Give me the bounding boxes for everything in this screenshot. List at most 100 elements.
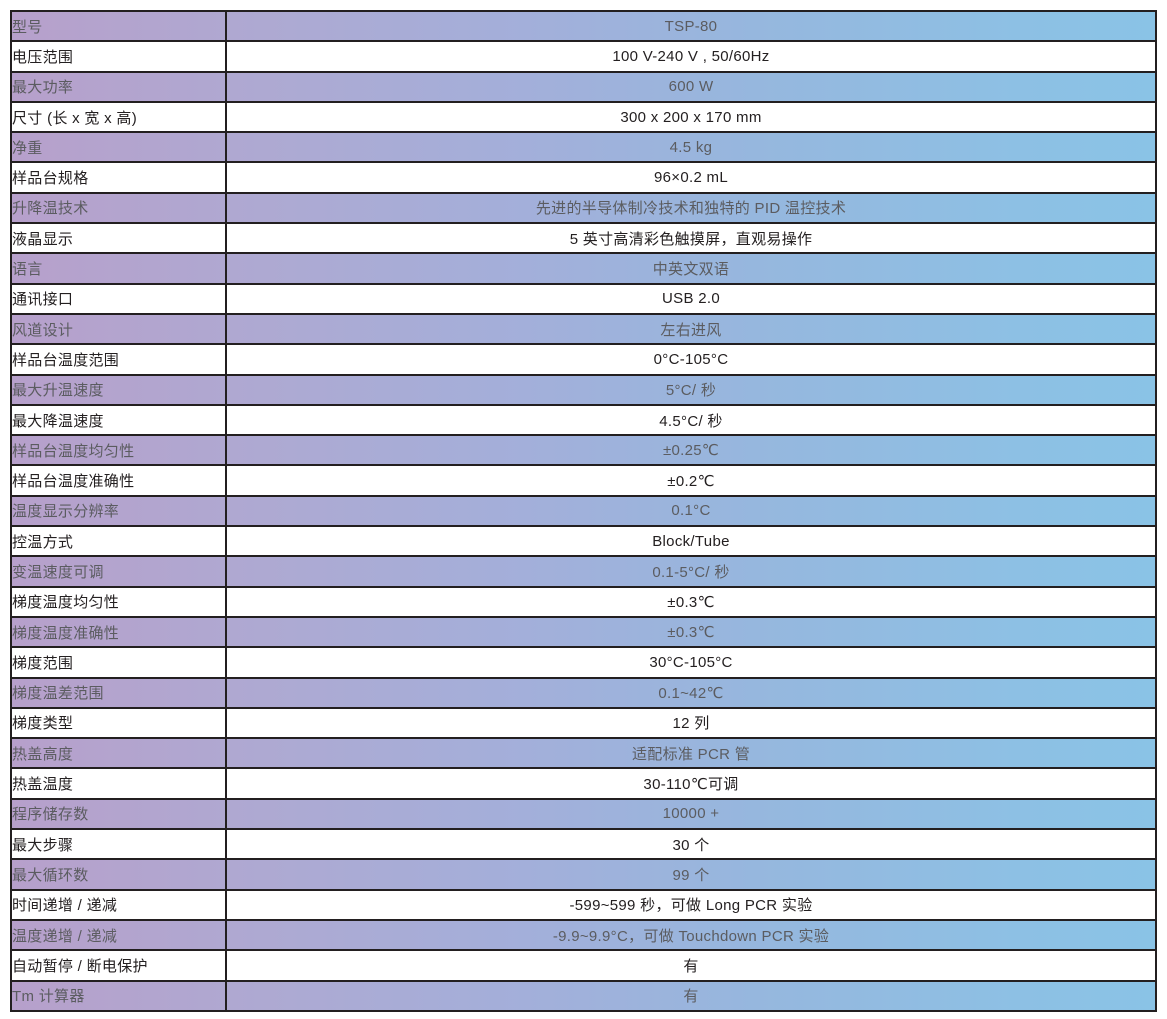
spec-value: 99 个 bbox=[225, 858, 1157, 891]
spec-value: 左右进风 bbox=[225, 312, 1157, 346]
spec-row: 最大循环数 99 个 bbox=[10, 858, 1157, 891]
spec-value: -599~599 秒，可做 Long PCR 实验 bbox=[225, 888, 1157, 921]
spec-value: 先进的半导体制冷技术和独特的 PID 温控技术 bbox=[225, 191, 1157, 225]
spec-row: 梯度温度准确性 ±0.3℃ bbox=[10, 615, 1157, 649]
spec-value: ±0.3℃ bbox=[225, 585, 1157, 618]
spec-value: 30°C-105°C bbox=[225, 646, 1157, 679]
spec-value: 30-110℃可调 bbox=[225, 767, 1157, 800]
spec-label: Tm 计算器 bbox=[10, 979, 227, 1012]
spec-value: 4.5°C/ 秒 bbox=[225, 403, 1157, 437]
spec-label: 尺寸 (长 x 宽 x 高) bbox=[10, 100, 227, 134]
spec-label: 最大降温速度 bbox=[10, 403, 227, 437]
spec-label: 风道设计 bbox=[10, 312, 227, 346]
spec-label: 自动暂停 / 断电保护 bbox=[10, 949, 227, 982]
spec-label: 样品台规格 bbox=[10, 161, 227, 194]
spec-value: 0.1-5°C/ 秒 bbox=[225, 555, 1157, 588]
spec-label: 通讯接口 bbox=[10, 282, 227, 315]
spec-value: 5°C/ 秒 bbox=[225, 373, 1157, 406]
spec-value: 有 bbox=[225, 949, 1157, 982]
spec-value: 0.1~42℃ bbox=[225, 676, 1157, 709]
spec-value: 4.5 kg bbox=[225, 131, 1157, 164]
spec-value: 300 x 200 x 170 mm bbox=[225, 100, 1157, 134]
spec-table-body: 型号 TSP-80 电压范围 100 V-240 V , 50/60Hz 最大功率 600… bbox=[10, 9, 1157, 1012]
spec-value: -9.9~9.9°C，可做 Touchdown PCR 实验 bbox=[225, 918, 1157, 952]
spec-row: 梯度范围 30°C-105°C bbox=[10, 646, 1157, 679]
spec-label: 梯度温差范围 bbox=[10, 676, 227, 709]
spec-label: 最大步骤 bbox=[10, 828, 227, 861]
spec-label: 升降温技术 bbox=[10, 191, 227, 225]
spec-label: 温度显示分辨率 bbox=[10, 494, 227, 528]
spec-label: 样品台温度准确性 bbox=[10, 464, 227, 497]
spec-label: 净重 bbox=[10, 131, 227, 164]
spec-value: 30 个 bbox=[225, 828, 1157, 861]
spec-row: 液晶显示 5 英寸高清彩色触摸屏，直观易操作 bbox=[10, 222, 1157, 255]
spec-label: 语言 bbox=[10, 252, 227, 285]
spec-label: 梯度范围 bbox=[10, 646, 227, 679]
spec-value: USB 2.0 bbox=[225, 282, 1157, 315]
spec-row: 电压范围 100 V-240 V , 50/60Hz bbox=[10, 40, 1157, 73]
spec-label: 最大循环数 bbox=[10, 858, 227, 891]
spec-value: 96×0.2 mL bbox=[225, 161, 1157, 194]
spec-row: 样品台规格 96×0.2 mL bbox=[10, 161, 1157, 194]
spec-label: 电压范围 bbox=[10, 40, 227, 73]
spec-label: 型号 bbox=[10, 9, 227, 43]
spec-label: 最大功率 bbox=[10, 70, 227, 103]
spec-value: 中英文双语 bbox=[225, 252, 1157, 285]
spec-row: 梯度类型 12 列 bbox=[10, 706, 1157, 740]
spec-row: 最大升温速度 5°C/ 秒 bbox=[10, 373, 1157, 406]
spec-row: 风道设计 左右进风 bbox=[10, 312, 1157, 346]
spec-label: 控温方式 bbox=[10, 525, 227, 558]
spec-row: 样品台温度范围 0°C-105°C bbox=[10, 343, 1157, 376]
spec-value: 0.1°C bbox=[225, 494, 1157, 528]
spec-value: Block/Tube bbox=[225, 525, 1157, 558]
spec-row: 变温速度可调 0.1-5°C/ 秒 bbox=[10, 555, 1157, 588]
spec-label: 梯度温度准确性 bbox=[10, 615, 227, 649]
spec-label: 最大升温速度 bbox=[10, 373, 227, 406]
spec-label: 热盖高度 bbox=[10, 737, 227, 770]
spec-label: 样品台温度均匀性 bbox=[10, 434, 227, 467]
spec-value: 12 列 bbox=[225, 706, 1157, 740]
spec-value: ±0.25℃ bbox=[225, 434, 1157, 467]
spec-row: 通讯接口 USB 2.0 bbox=[10, 282, 1157, 315]
spec-row: 程序储存数 10000 + bbox=[10, 797, 1157, 831]
spec-value: ±0.2℃ bbox=[225, 464, 1157, 497]
spec-label: 程序储存数 bbox=[10, 797, 227, 831]
spec-label: 梯度温度均匀性 bbox=[10, 585, 227, 618]
spec-table: 型号 TSP-80 电压范围 100 V-240 V , 50/60Hz 最大功率 600… bbox=[10, 9, 1157, 1012]
spec-value: 10000 + bbox=[225, 797, 1157, 831]
spec-row: 尺寸 (长 x 宽 x 高) 300 x 200 x 170 mm bbox=[10, 100, 1157, 134]
spec-row: 型号 TSP-80 bbox=[10, 9, 1157, 43]
spec-row: 温度显示分辨率 0.1°C bbox=[10, 494, 1157, 528]
spec-row: 热盖温度 30-110℃可调 bbox=[10, 767, 1157, 800]
spec-row: 净重 4.5 kg bbox=[10, 131, 1157, 164]
spec-value: ±0.3℃ bbox=[225, 615, 1157, 649]
spec-label: 温度递增 / 递减 bbox=[10, 918, 227, 952]
spec-value: 100 V-240 V , 50/60Hz bbox=[225, 40, 1157, 73]
spec-value: 有 bbox=[225, 979, 1157, 1012]
spec-value: 适配标准 PCR 管 bbox=[225, 737, 1157, 770]
spec-row: 热盖高度 适配标准 PCR 管 bbox=[10, 737, 1157, 770]
spec-row: 最大降温速度 4.5°C/ 秒 bbox=[10, 403, 1157, 437]
spec-row: 最大步骤 30 个 bbox=[10, 828, 1157, 861]
spec-label: 时间递增 / 递减 bbox=[10, 888, 227, 921]
spec-value: 600 W bbox=[225, 70, 1157, 103]
spec-label: 梯度类型 bbox=[10, 706, 227, 740]
spec-row: 自动暂停 / 断电保护有 bbox=[10, 949, 1157, 982]
spec-label: 液晶显示 bbox=[10, 222, 227, 255]
spec-row: 语言 中英文双语 bbox=[10, 252, 1157, 285]
spec-row: 梯度温差范围 0.1~42℃ bbox=[10, 676, 1157, 709]
spec-row: 控温方式 Block/Tube bbox=[10, 525, 1157, 558]
spec-value: 0°C-105°C bbox=[225, 343, 1157, 376]
spec-label: 变温速度可调 bbox=[10, 555, 227, 588]
spec-row: 样品台温度准确性 ±0.2℃ bbox=[10, 464, 1157, 497]
spec-row: 升降温技术 先进的半导体制冷技术和独特的 PID 温控技术 bbox=[10, 191, 1157, 225]
spec-value: 5 英寸高清彩色触摸屏，直观易操作 bbox=[225, 222, 1157, 255]
spec-row: 时间递增 / 递减 -599~599 秒，可做 Long PCR 实验 bbox=[10, 888, 1157, 921]
spec-row: 梯度温度均匀性 ±0.3℃ bbox=[10, 585, 1157, 618]
spec-label: 热盖温度 bbox=[10, 767, 227, 800]
spec-row: 样品台温度均匀性 ±0.25℃ bbox=[10, 434, 1157, 467]
spec-row: 最大功率 600 W bbox=[10, 70, 1157, 103]
spec-row: 温度递增 / 递减 -9.9~9.9°C，可做 Touchdown PCR 实验 bbox=[10, 918, 1157, 952]
spec-label: 样品台温度范围 bbox=[10, 343, 227, 376]
